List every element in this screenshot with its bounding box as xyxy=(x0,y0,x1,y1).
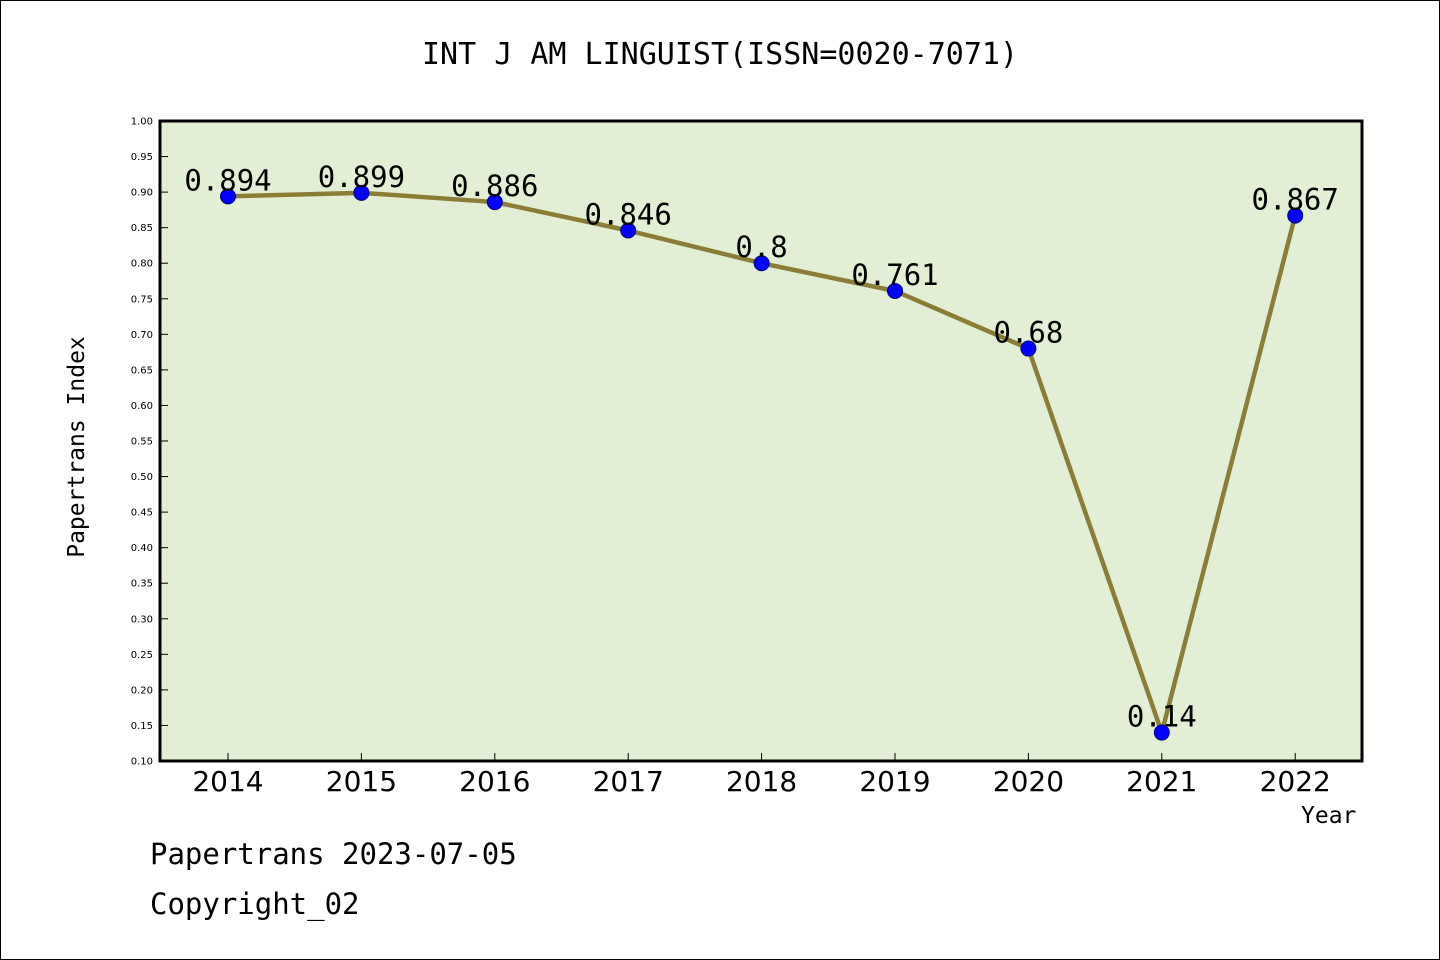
x-tick-label: 2015 xyxy=(326,765,397,798)
x-tick-label: 2018 xyxy=(726,765,797,798)
data-point xyxy=(353,184,370,201)
data-point xyxy=(620,222,637,239)
y-tick-label: 0.30 xyxy=(131,614,153,625)
y-tick-label: 0.50 xyxy=(131,472,153,483)
data-point xyxy=(1020,340,1037,357)
plot-area xyxy=(160,121,1362,761)
data-label: 0.14 xyxy=(1127,700,1197,734)
x-tick-label: 2021 xyxy=(1126,765,1197,798)
x-axis-label: Year xyxy=(1301,803,1357,829)
data-point xyxy=(753,255,770,272)
y-tick-label: 0.95 xyxy=(131,152,153,163)
footer-copyright-text: Copyright_02 xyxy=(150,887,360,921)
y-tick-label: 0.60 xyxy=(131,401,153,412)
y-tick-label: 0.25 xyxy=(131,650,153,661)
data-label: 0.899 xyxy=(318,160,405,194)
x-tick-label: 2020 xyxy=(993,765,1064,798)
chart-title: INT J AM LINGUIST(ISSN=0020-7071) xyxy=(421,37,1019,72)
y-tick-label: 0.80 xyxy=(131,259,153,270)
data-point xyxy=(486,194,503,211)
plot-frame xyxy=(158,119,1364,763)
y-tick-label: 0.90 xyxy=(131,188,153,199)
x-tick-label: 2014 xyxy=(192,765,263,798)
y-tick-label: 0.40 xyxy=(131,543,153,554)
footer-date-text: Papertrans 2023-07-05 xyxy=(150,837,517,871)
y-tick-label: 0.15 xyxy=(131,721,153,732)
y-tick-label: 0.55 xyxy=(131,437,153,448)
data-label: 0.886 xyxy=(451,169,538,203)
y-tick-label: 0.20 xyxy=(131,685,153,696)
data-label: 0.867 xyxy=(1252,183,1339,217)
y-tick-label: 0.85 xyxy=(131,223,153,234)
y-tick-label: 0.65 xyxy=(131,365,153,376)
x-tick-label: 2019 xyxy=(859,765,930,798)
data-label: 0.846 xyxy=(585,198,672,232)
x-tick-label: 2022 xyxy=(1260,765,1331,798)
data-label: 0.761 xyxy=(851,258,938,292)
y-tick-label: 0.35 xyxy=(131,579,153,590)
y-tick-label: 0.70 xyxy=(131,330,153,341)
data-point xyxy=(887,282,903,299)
data-point xyxy=(1153,724,1170,741)
y-tick-label: 0.10 xyxy=(131,757,153,768)
data-label: 0.894 xyxy=(184,163,271,197)
data-label: 0.8 xyxy=(735,230,787,264)
x-tick-label: 2017 xyxy=(593,765,664,798)
y-tick-label: 1.00 xyxy=(131,117,153,128)
data-point xyxy=(1287,207,1304,224)
x-tick-label: 2016 xyxy=(459,765,530,798)
data-label: 0.68 xyxy=(993,316,1063,350)
y-tick-label: 0.75 xyxy=(131,294,153,305)
data-point xyxy=(220,188,236,205)
y-tick-label: 0.45 xyxy=(131,508,153,519)
